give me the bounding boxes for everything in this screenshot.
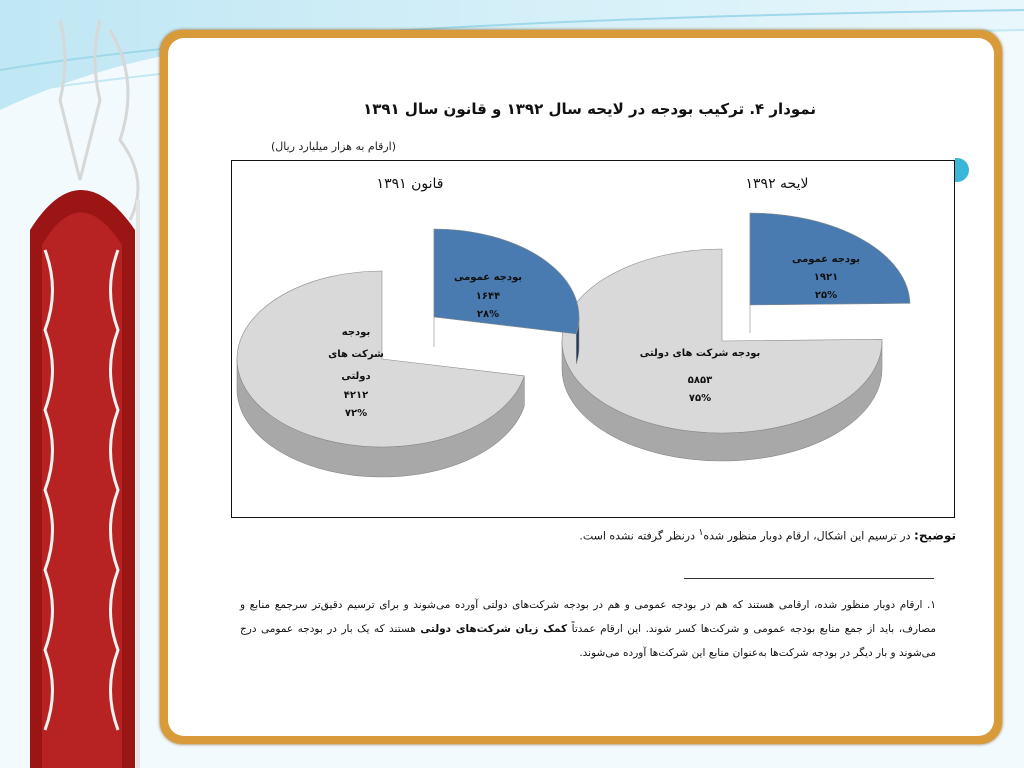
chart-area: لایحه ۱۳۹۲ بودجه عمومی ۱۹۲۱ ۲۵% بودجه شر… [231,160,955,518]
pie-1392-companies-slice [561,248,883,434]
pie-1391-companies-name-line2: شرکت های [328,349,384,360]
pie-1391-public-name: بودجه عمومی [454,272,522,283]
pie-1391-companies-name-line3: دولتی [341,371,370,382]
pie-charts-svg: لایحه ۱۳۹۲ بودجه عمومی ۱۹۲۱ ۲۵% بودجه شر… [236,176,911,478]
figure-note-sup: ۱ [698,527,704,538]
pie-1391-companies-slice [236,270,525,448]
pie-1391-companies-value: ۴۲۱۲ [344,390,368,401]
footnote-part1: ۱. ارقام دوبار منظور شده، ارقامی هستند ک… [240,599,936,635]
pie-1391-public-slice [433,228,580,335]
pie-1392-companies-percent: ۷۵% [689,393,711,404]
pie-1392-public-name: بودجه عمومی [792,254,860,265]
footnote-part2: هستند که یک بار در بودجه عمومی درج می‌شو… [240,623,936,659]
pie-chart-1391: قانون ۱۳۹۱ بودجه عمومی ۱۶۴۴ ۲۸% بودجه شر… [236,176,580,478]
figure-note-text: در ترسیم این اشکال، ارقام دوبار منظور شد… [703,529,915,543]
pie-1391-public-percent: ۲۸% [477,309,499,320]
pie-title-1392: لایحه ۱۳۹۲ [746,176,809,192]
footnote-bold: کمک زیان شرکت‌های دولتی [420,623,568,635]
pie-1391-public-value: ۱۶۴۴ [476,291,500,302]
figure-note-tail: درنظر گرفته نشده است. [579,529,699,543]
figure-note: توضیح: در ترسیم این اشکال، ارقام دوبار م… [579,527,956,543]
footnote-rule [684,578,934,579]
figure-note-label: توضیح: [914,528,956,543]
pie-1391-companies-percent: ۷۲% [345,408,367,419]
pie-1392-companies-value: ۵۸۵۳ [688,375,712,386]
pie-1391-companies-name-line1: بودجه [342,327,370,338]
ornament-panel [30,19,140,768]
slide-marker [955,158,969,182]
footnote: ۱. ارقام دوبار منظور شده، ارقامی هستند ک… [240,593,936,665]
figure-unit-note: (ارقام به هزار میلیارد ریال) [270,140,396,153]
pie-title-1391: قانون ۱۳۹۱ [377,176,444,192]
pie-1392-companies-name: بودجه شرکت های دولتی [640,348,760,359]
pie-chart-1392: لایحه ۱۳۹۲ بودجه عمومی ۱۹۲۱ ۲۵% بودجه شر… [561,176,911,462]
figure-title: نمودار ۴. ترکیب بودجه در لایحه سال ۱۳۹۲ … [363,100,816,118]
pie-1392-public-value: ۱۹۲۱ [814,272,838,283]
pie-1392-public-percent: ۲۵% [815,290,837,301]
pie-1392-public-slice [749,212,911,306]
